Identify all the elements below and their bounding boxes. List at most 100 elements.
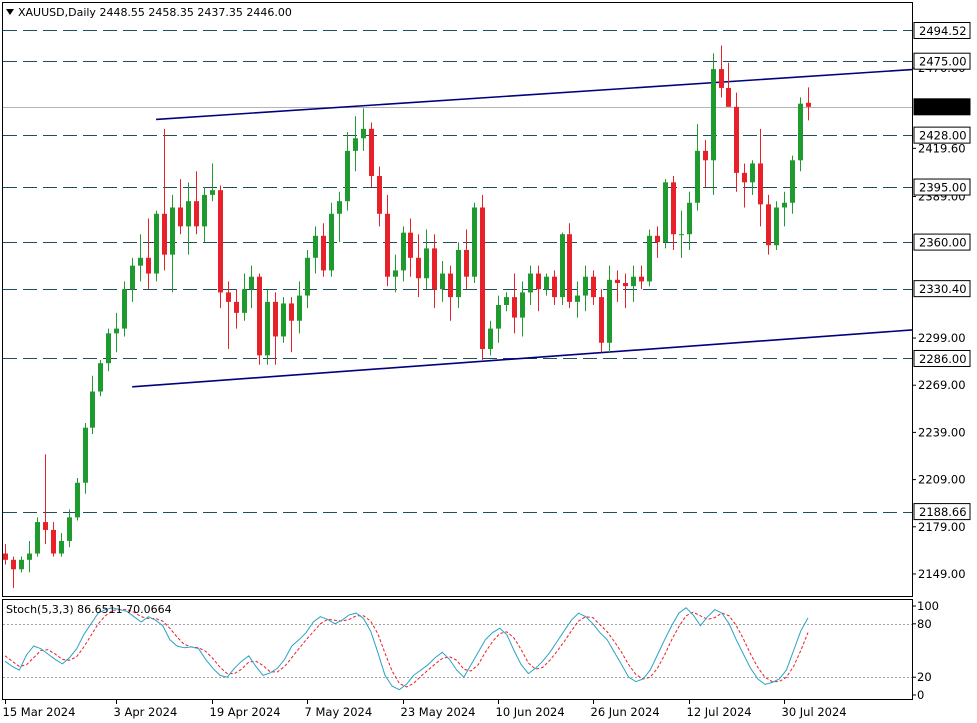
candle xyxy=(19,556,24,573)
candle xyxy=(361,108,366,151)
candle-body xyxy=(599,297,604,343)
candle xyxy=(3,544,8,565)
candle xyxy=(202,187,207,243)
candle xyxy=(226,281,231,350)
candle-body xyxy=(130,265,135,290)
candle xyxy=(575,281,580,318)
candle xyxy=(639,265,644,290)
date-tick-label: 23 May 2024 xyxy=(401,705,476,719)
stoch-header: Stoch(5,3,3) 86.6511 70.0664 xyxy=(6,603,172,616)
candle-body xyxy=(226,292,231,302)
candle-body xyxy=(202,194,207,227)
candle-body xyxy=(377,176,382,214)
candle xyxy=(607,265,612,353)
candle-body xyxy=(90,391,95,428)
candle-body xyxy=(488,328,493,350)
price-tick-label: 2209.00 xyxy=(918,473,966,487)
candle xyxy=(90,375,95,434)
candle-body xyxy=(297,295,302,321)
candle-body xyxy=(440,273,445,290)
candle xyxy=(106,328,111,372)
candle-body xyxy=(448,273,453,298)
price-axis: 2149.00 2179.00 2209.00 2239.00 2269.00 2299.… xyxy=(912,21,971,581)
symbol-info: XAUUSD,Daily 2448.55 2458.35 2437.35 244… xyxy=(18,6,292,19)
trendline xyxy=(155,68,913,121)
candle-body xyxy=(432,248,437,290)
candle xyxy=(401,226,406,282)
trendline xyxy=(132,329,913,388)
candle-body xyxy=(345,150,350,202)
level-tag-label: 2330.40 xyxy=(919,282,967,296)
candle xyxy=(623,273,628,309)
candle xyxy=(51,522,56,557)
candle-body xyxy=(154,213,159,274)
candle-body xyxy=(575,295,580,302)
candle xyxy=(154,210,159,282)
price-tick-label: 2179.00 xyxy=(918,520,966,534)
date-tick-label: 10 Jun 2024 xyxy=(496,705,565,719)
candle-body xyxy=(401,232,406,271)
candle-body xyxy=(512,297,517,318)
candle xyxy=(758,128,763,227)
candle xyxy=(496,295,501,343)
candle-body xyxy=(703,150,708,161)
candle xyxy=(742,163,747,208)
level-tag-label: 2286.00 xyxy=(919,352,967,366)
price-tick-label: 2269.00 xyxy=(918,378,966,392)
candle-body xyxy=(782,202,787,208)
level-tag xyxy=(913,280,971,298)
candle xyxy=(393,254,398,293)
price-tick-label: 2299.00 xyxy=(918,331,966,345)
candle xyxy=(11,556,16,589)
price-tick-label: 2419.60 xyxy=(918,141,966,155)
candle xyxy=(75,478,80,521)
candle-body xyxy=(591,276,596,298)
candle xyxy=(297,281,302,334)
candle xyxy=(560,232,565,306)
candle-body xyxy=(480,207,485,350)
date-tick-label: 30 Jul 2024 xyxy=(782,705,847,719)
candle xyxy=(766,194,771,255)
candle-body xyxy=(98,363,103,392)
symbol-header: XAUUSD,Daily 2448.55 2458.35 2437.35 244… xyxy=(6,6,292,19)
candle-body xyxy=(194,201,199,227)
candle xyxy=(305,249,310,309)
candle-body xyxy=(623,282,628,287)
candle-body xyxy=(536,273,541,290)
candle-body xyxy=(242,289,247,313)
candle-body xyxy=(742,172,747,183)
candle xyxy=(504,292,509,312)
candle xyxy=(313,226,318,274)
candle xyxy=(512,273,517,334)
candle xyxy=(27,540,32,573)
candle-body xyxy=(456,249,461,298)
stoch-panel-frame xyxy=(2,599,913,700)
candle-body xyxy=(138,257,143,266)
candle-body xyxy=(639,276,644,282)
candle-body xyxy=(663,182,668,243)
candle xyxy=(480,194,485,361)
candle-body xyxy=(170,207,175,255)
candle xyxy=(162,128,167,271)
date-tick-label: 12 Jul 2024 xyxy=(687,705,752,719)
candle-body xyxy=(567,234,572,302)
candle xyxy=(528,265,533,306)
candle xyxy=(43,454,48,545)
candle xyxy=(281,297,286,343)
candle-body xyxy=(583,276,588,296)
level-tag xyxy=(913,21,971,39)
candle xyxy=(734,92,739,192)
candle-body xyxy=(75,482,80,518)
candle-body xyxy=(249,276,254,290)
dropdown-triangle-icon[interactable] xyxy=(6,9,14,15)
candle xyxy=(138,234,143,282)
candle xyxy=(337,191,342,243)
candle xyxy=(146,218,151,290)
candle-body xyxy=(122,289,127,329)
candle-body xyxy=(615,279,620,283)
candle-body xyxy=(281,303,286,337)
candle-body xyxy=(806,102,811,107)
candle xyxy=(552,270,557,306)
candle xyxy=(377,166,382,227)
candle-body xyxy=(687,202,692,235)
